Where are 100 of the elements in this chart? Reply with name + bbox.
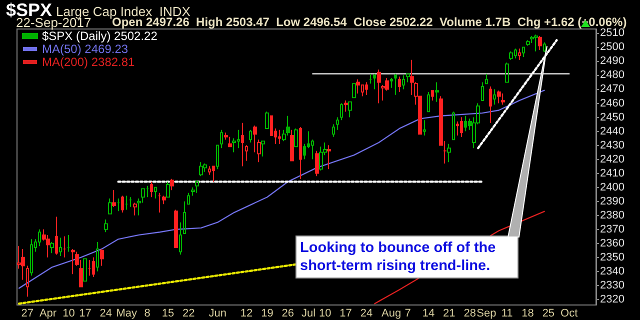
candlestick (489, 86, 492, 124)
x-tick-label: 7 (404, 308, 411, 320)
candlestick (543, 42, 546, 53)
candlestick (162, 195, 166, 205)
x-tick-label: 24 (360, 308, 373, 320)
candlestick (481, 82, 484, 101)
candlestick (294, 128, 298, 148)
candlestick (104, 219, 108, 233)
candlestick (50, 241, 54, 254)
candlestick (21, 248, 25, 280)
y-tick-label: 2460 (600, 97, 624, 110)
candlestick (174, 209, 178, 248)
candlestick (327, 144, 331, 170)
candlestick (112, 190, 116, 208)
candlestick (187, 192, 190, 205)
candlestick (166, 181, 170, 198)
candlestick (216, 144, 219, 170)
candlestick (394, 73, 397, 96)
candlestick (88, 260, 91, 276)
candlestick (195, 180, 199, 194)
candlestick (505, 62, 509, 83)
candlestick (344, 100, 348, 112)
candlestick (117, 198, 120, 212)
y-tick-label: 2480 (600, 69, 624, 82)
x-tick-label: 17 (79, 308, 92, 320)
y-tick-label: 2440 (600, 125, 624, 138)
candlestick (501, 92, 505, 106)
x-tick-label: 8 (144, 308, 150, 320)
candlestick (373, 73, 376, 90)
candlestick (261, 140, 265, 157)
candlestick (315, 150, 319, 177)
x-tick-label: Jul (302, 308, 316, 320)
y-tick-label: 2330 (600, 279, 624, 292)
candlestick (369, 73, 372, 84)
candlestick (278, 129, 281, 144)
y-tick-label: 2470 (600, 83, 624, 96)
y-tick-label: 2420 (600, 153, 624, 166)
candlestick (460, 116, 463, 138)
x-tick-label: 28 (464, 308, 476, 320)
x-tick-label: Apr (39, 308, 57, 320)
candlestick (402, 74, 405, 90)
candlestick (452, 111, 455, 140)
candlestick (456, 120, 459, 136)
candlestick (423, 120, 426, 136)
candlestick (30, 238, 33, 276)
candlestick (67, 234, 70, 252)
candlestick (340, 102, 343, 121)
x-tick-label: 24 (100, 308, 112, 320)
candlestick (183, 200, 186, 234)
y-tick-label: 2410 (600, 167, 624, 180)
candlestick (154, 186, 157, 200)
x-tick-label: Sep (476, 308, 496, 320)
y-tick-label: 2500 (600, 41, 624, 54)
candlestick (158, 192, 161, 214)
candlestick (59, 237, 62, 256)
candlestick (245, 144, 248, 162)
candlestick (129, 196, 132, 208)
x-tick-label: Jun (208, 308, 226, 320)
candlestick (290, 129, 294, 162)
candlestick (406, 73, 410, 83)
legend-label: MA(50) 2469.23 (42, 42, 128, 56)
candlestick (170, 178, 174, 191)
candlestick (125, 195, 128, 210)
candlestick (431, 90, 434, 101)
candlestick (509, 50, 513, 60)
y-tick-label: 2490 (600, 55, 624, 68)
legend-label: MA(200) 2382.81 (42, 55, 136, 69)
x-tick-label: 21 (443, 308, 456, 320)
candlestick (253, 125, 257, 153)
candlestick (356, 78, 360, 94)
y-tick-label: 2390 (600, 195, 624, 208)
x-tick-label: 17 (340, 308, 352, 320)
candlestick (332, 124, 335, 138)
candlestick (493, 88, 496, 106)
candlestick (228, 136, 232, 148)
y-tick-label: 2380 (600, 209, 624, 222)
candlestick (249, 129, 252, 143)
x-tick-label: 14 (422, 308, 435, 320)
candlestick (435, 82, 439, 102)
y-tick-label: 2360 (600, 237, 624, 250)
x-tick-label: 11 (501, 308, 513, 320)
candlestick (241, 122, 244, 167)
candlestick (55, 216, 58, 256)
candlestick (538, 36, 542, 51)
y-tick-label: 2340 (600, 265, 624, 278)
candlestick (179, 222, 182, 256)
line-series (18, 90, 545, 289)
candlestick (526, 40, 530, 46)
candlestick (427, 92, 430, 112)
candlestick (203, 163, 207, 172)
y-tick-label: 2320 (600, 293, 624, 306)
candlestick (121, 195, 124, 214)
x-tick-label: 10 (318, 308, 332, 320)
x-tick-label: 18 (522, 308, 534, 320)
candlestick (377, 69, 381, 104)
y-tick-label: 2450 (600, 111, 624, 124)
x-tick-label: 22 (182, 308, 195, 320)
candlestick (319, 146, 323, 172)
candlestick (390, 78, 393, 88)
y-tick-label: 2350 (600, 251, 624, 264)
